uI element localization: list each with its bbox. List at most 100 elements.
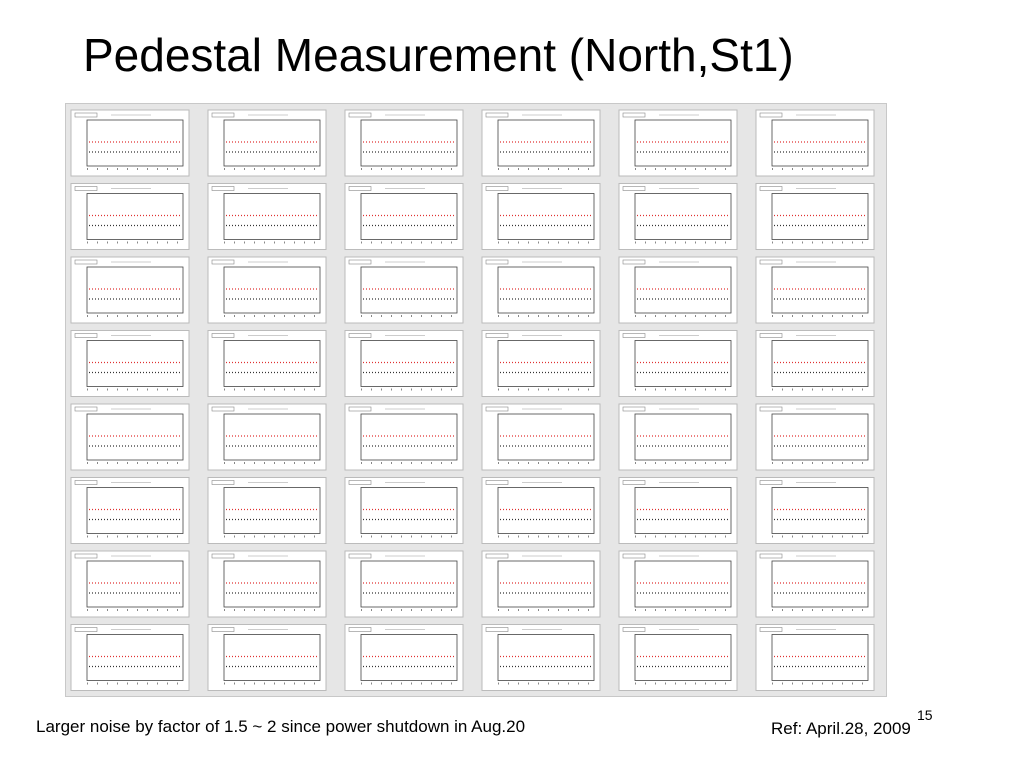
plot-area [360, 266, 458, 314]
panel-header [74, 259, 98, 265]
panel-header [348, 333, 372, 338]
plot-area [771, 634, 869, 681]
plot-area [86, 634, 184, 681]
panel-header [485, 553, 509, 559]
plot-area [497, 119, 595, 167]
slide-title: Pedestal Measurement (North,St1) [83, 29, 794, 81]
panel-header [622, 186, 646, 191]
plot-area [223, 634, 321, 681]
plot-area [634, 266, 732, 314]
panel-header [211, 627, 235, 632]
panel-header [348, 406, 372, 412]
plot-area [771, 119, 869, 167]
panel-header [211, 112, 235, 118]
panel-header [211, 333, 235, 338]
panel-header [348, 259, 372, 265]
plot-area [223, 560, 321, 608]
plot-area [634, 634, 732, 681]
panel-header [622, 406, 646, 412]
plot-area [86, 193, 184, 240]
panel-header [348, 112, 372, 118]
plot-area [771, 340, 869, 387]
panel-header [485, 112, 509, 118]
panel-header [622, 553, 646, 559]
plot-area [771, 193, 869, 240]
plot-area [223, 266, 321, 314]
plot-area [634, 413, 732, 461]
panel-header [759, 553, 783, 559]
plot-area [360, 193, 458, 240]
panel-header [622, 627, 646, 632]
panel-header [622, 112, 646, 118]
plot-area [86, 266, 184, 314]
panel-header [211, 553, 235, 559]
plot-area [771, 266, 869, 314]
plot-area [86, 487, 184, 534]
plot-area [771, 560, 869, 608]
plot-area [360, 340, 458, 387]
panel-header [348, 186, 372, 191]
plot-area [360, 487, 458, 534]
panel-header [485, 333, 509, 338]
panel-header [759, 627, 783, 632]
panel-header [74, 553, 98, 559]
panel-header [211, 480, 235, 485]
plot-area [86, 119, 184, 167]
plot-area [634, 119, 732, 167]
panel-header [348, 627, 372, 632]
panel-header [622, 259, 646, 265]
panel-header [485, 406, 509, 412]
plot-area [497, 413, 595, 461]
panel-header [759, 406, 783, 412]
plot-area [223, 487, 321, 534]
panel-header [348, 480, 372, 485]
panel-header [759, 333, 783, 338]
plot-area [771, 487, 869, 534]
plot-area [497, 487, 595, 534]
plot-area [86, 560, 184, 608]
plot-area [497, 266, 595, 314]
plot-area [497, 560, 595, 608]
panel-header [485, 186, 509, 191]
panel-header [74, 406, 98, 412]
footnote: Larger noise by factor of 1.5 ~ 2 since … [36, 717, 526, 736]
panel-header [348, 553, 372, 559]
plot-area [634, 487, 732, 534]
panel-header [759, 480, 783, 485]
panel-header [759, 112, 783, 118]
panel-header [74, 333, 98, 338]
plot-area [634, 560, 732, 608]
panel-header [759, 186, 783, 191]
panel-header [485, 627, 509, 632]
plot-area [86, 340, 184, 387]
plot-area [223, 119, 321, 167]
plot-area [634, 340, 732, 387]
panel-header [74, 480, 98, 485]
panel-header [211, 406, 235, 412]
panel-header [622, 480, 646, 485]
plot-area [771, 413, 869, 461]
plot-area [360, 119, 458, 167]
panel-header [485, 259, 509, 265]
plot-area [497, 193, 595, 240]
plot-area [223, 193, 321, 240]
panel-header [485, 480, 509, 485]
panel-header [759, 259, 783, 265]
panel-header [74, 112, 98, 118]
plot-area [86, 413, 184, 461]
panel-header [622, 333, 646, 338]
panel-header [74, 627, 98, 632]
plot-area [360, 634, 458, 681]
panel-header [74, 186, 98, 191]
plot-area [497, 340, 595, 387]
plot-area [634, 193, 732, 240]
plot-area [360, 413, 458, 461]
plot-area [223, 340, 321, 387]
plot-area [497, 634, 595, 681]
page-number: 15 [917, 707, 933, 723]
plot-area [360, 560, 458, 608]
plot-grid [65, 103, 887, 697]
panel-header [211, 186, 235, 191]
reference: Ref: April.28, 2009 [771, 719, 911, 738]
